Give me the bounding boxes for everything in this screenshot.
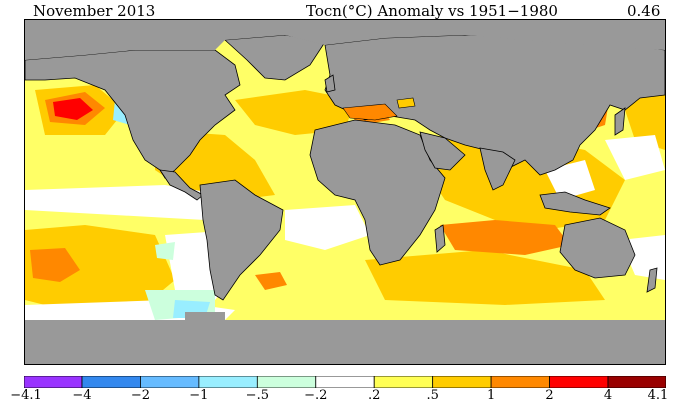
legend-swatch bbox=[315, 376, 375, 388]
legend-swatch bbox=[432, 376, 492, 388]
land-new-zealand bbox=[646, 267, 658, 293]
legend-swatch bbox=[256, 376, 317, 388]
legend-swatch bbox=[607, 376, 666, 388]
legend-tick-label: 4 bbox=[603, 388, 613, 403]
legend-tick-label: −1 bbox=[189, 388, 209, 403]
legend-tick-label: 4.1 bbox=[647, 388, 669, 403]
land-japan bbox=[614, 107, 626, 136]
land-maritime-se-asia bbox=[539, 191, 611, 216]
land-central-america bbox=[159, 169, 204, 201]
legend-tick-label: .2 bbox=[368, 388, 381, 403]
land-africa bbox=[309, 119, 446, 266]
global-mean-value: 0.46 bbox=[627, 2, 661, 20]
legend-swatch bbox=[549, 376, 609, 388]
map-period-label: November 2013 bbox=[33, 2, 156, 20]
legend-swatch bbox=[24, 376, 83, 388]
legend-tick-label: −.5 bbox=[245, 388, 269, 403]
inland-seas bbox=[342, 97, 416, 121]
land-antarctica bbox=[25, 312, 665, 364]
map-title: Tocn(°C) Anomaly vs 1951−1980 bbox=[306, 2, 558, 20]
arctic-cap bbox=[25, 20, 665, 60]
legend-swatch bbox=[490, 376, 550, 388]
legend-tick-label: .5 bbox=[426, 388, 439, 403]
land-madagascar bbox=[434, 224, 446, 253]
land-uk bbox=[324, 74, 336, 93]
color-legend-bar bbox=[24, 376, 666, 388]
anomaly-map bbox=[24, 19, 666, 365]
legend-tick-label: −4.1 bbox=[10, 388, 42, 403]
legend-swatch bbox=[373, 376, 434, 388]
legend-tick-label: −2 bbox=[130, 388, 151, 403]
legend-tick-label: −4 bbox=[72, 388, 92, 403]
legend-swatch bbox=[140, 376, 200, 388]
legend-tick-label: −.2 bbox=[304, 388, 328, 403]
land-australia bbox=[559, 217, 636, 279]
legend-swatch bbox=[81, 376, 141, 388]
anomaly-map-canvas bbox=[25, 20, 665, 364]
land-north-america bbox=[25, 49, 241, 179]
legend-tick-label: 1 bbox=[486, 388, 496, 403]
land-india bbox=[479, 147, 516, 191]
legend-tick-label: 2 bbox=[545, 388, 554, 403]
legend-swatch bbox=[198, 376, 258, 388]
land-masses bbox=[25, 20, 665, 364]
land-south-america bbox=[199, 179, 284, 301]
land-arabia bbox=[419, 131, 466, 171]
